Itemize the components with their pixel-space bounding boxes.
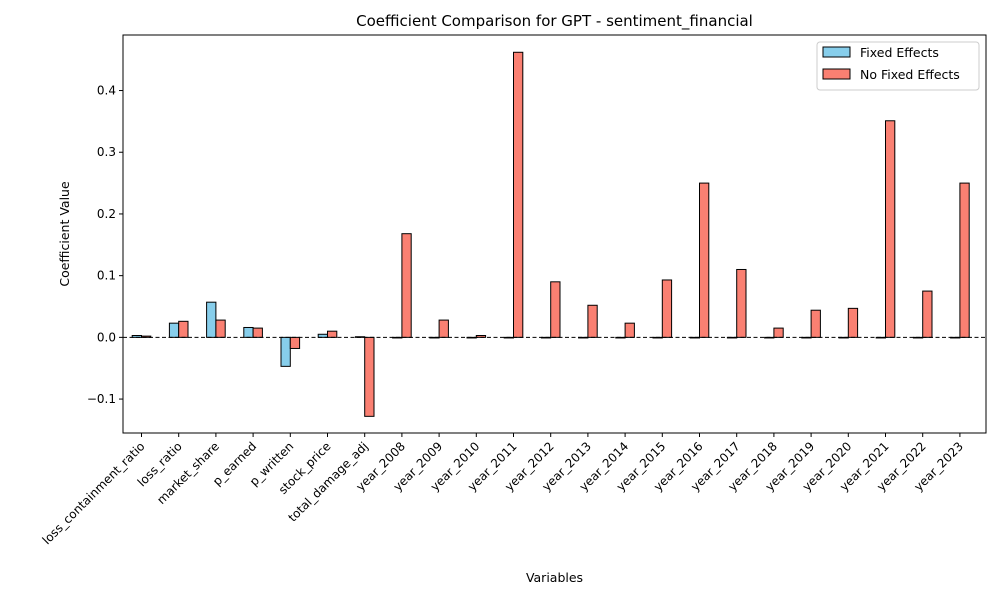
legend-label-fixed-effects: Fixed Effects (860, 45, 939, 60)
bar-fixed-effects-loss_ratio (168, 322, 180, 338)
x-axis: loss_containment_ratioloss_ratiomarket_s… (40, 433, 966, 547)
bar-no-fixed-effects-p_earned (252, 327, 263, 338)
bar-no-fixed-effects-year_2011 (513, 51, 524, 338)
y-tick-label: 0.2 (97, 207, 116, 221)
bar-no-fixed-effects-year_2014 (624, 322, 635, 338)
bar-fixed-effects-market_share (206, 301, 217, 338)
bar-no-fixed-effects-year_2020 (847, 307, 859, 338)
legend-swatch-fixed-effects (822, 46, 851, 58)
y-tick-label: 0.3 (97, 145, 116, 159)
bar-no-fixed-effects-year_2018 (773, 327, 784, 338)
y-tick-label: 0.1 (97, 269, 116, 283)
y-axis-label: Coefficient Value (57, 181, 72, 287)
x-tick-label: loss_containment_ratio (40, 439, 148, 547)
bar-no-fixed-effects-year_2022 (922, 290, 933, 338)
bars-layer (131, 51, 970, 417)
y-tick-label: 0.4 (97, 84, 116, 98)
bar-no-fixed-effects-year_2013 (587, 304, 598, 338)
chart-title: Coefficient Comparison for GPT - sentime… (356, 12, 753, 31)
legend-box (816, 41, 980, 91)
bar-no-fixed-effects-total_damage_adj (364, 336, 375, 417)
legend: Fixed Effects No Fixed Effects (816, 41, 980, 91)
bar-no-fixed-effects-stock_price (327, 330, 338, 338)
y-axis: −0.1 0.0 0.1 0.2 0.3 0.4 (87, 84, 123, 406)
bar-no-fixed-effects-year_2015 (661, 279, 673, 338)
bar-no-fixed-effects-p_written (289, 336, 301, 349)
x-axis-label: Variables (526, 570, 583, 585)
bar-fixed-effects-p_written (280, 336, 291, 367)
y-tick-label: −0.1 (87, 392, 116, 406)
bar-no-fixed-effects-year_2021 (885, 120, 896, 338)
bar-no-fixed-effects-market_share (215, 319, 226, 338)
bar-no-fixed-effects-year_2012 (550, 281, 561, 338)
legend-swatch-no-fixed-effects (822, 68, 851, 80)
bar-no-fixed-effects-loss_ratio (178, 320, 189, 338)
bar-no-fixed-effects-year_2023 (959, 182, 970, 338)
bar-no-fixed-effects-year_2008 (401, 233, 412, 338)
bar-no-fixed-effects-year_2017 (736, 268, 747, 338)
bar-no-fixed-effects-year_2016 (699, 182, 710, 338)
legend-label-no-fixed-effects: No Fixed Effects (860, 67, 960, 82)
bar-no-fixed-effects-year_2019 (810, 309, 821, 338)
bar-no-fixed-effects-year_2009 (438, 319, 449, 338)
plot-frame (122, 34, 987, 434)
bar-fixed-effects-p_earned (243, 326, 254, 338)
y-tick-label: 0.0 (97, 330, 116, 344)
